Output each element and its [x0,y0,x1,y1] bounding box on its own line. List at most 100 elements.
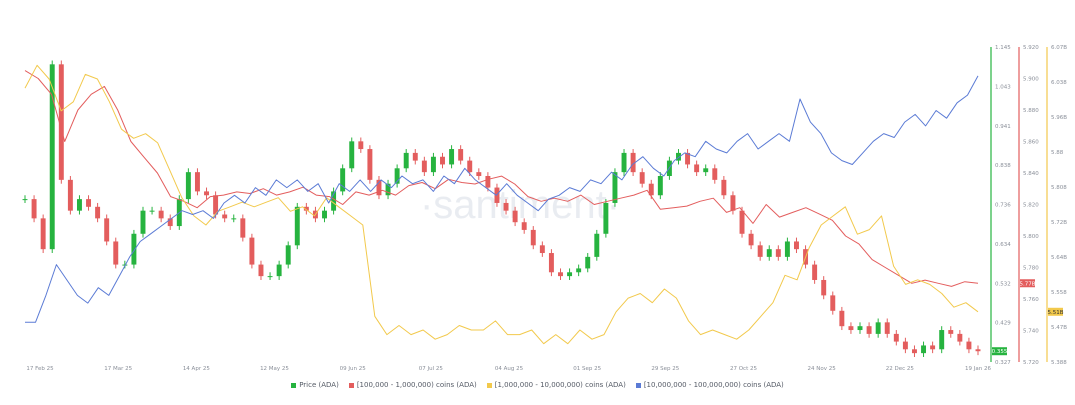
hundred_k-axis-tick: 5.760 [1023,297,1039,303]
price-candle [812,264,818,280]
price-candle [194,172,200,192]
chart: ·santiment· 0.327 0.429 0.532 0.634 0.736 0.8… [22,45,1067,372]
price-candle [902,341,908,350]
price-candle [794,241,799,250]
price-candle [58,64,64,180]
price-candle [349,141,355,169]
price-candle [757,245,763,257]
x-axis-tick: 17 Feb 25 [26,366,54,372]
watermark: ·santiment· [420,183,620,227]
price-candle [884,322,890,334]
price-candle [430,156,436,173]
price-candle [276,264,282,277]
one_m-axis-tick: 5.808 [1051,185,1067,191]
legend-item-ten_m[interactable]: [10,000,000 - 100,000,000) coins (ADA) [635,381,784,389]
x-axis-tick: 17 Mar 25 [104,366,132,372]
price-candle [394,168,400,184]
price-candle [385,183,391,196]
hundred_k-axis-tick: 5.920 [1023,45,1039,51]
price-axis-tick: 0.736 [995,203,1011,209]
price-candle [948,330,954,334]
hundred_k-axis-tick: 5.860 [1023,140,1039,146]
price-candle [22,199,28,201]
price-candle [40,218,46,250]
x-axis-tick: 24 Nov 25 [808,366,837,372]
price-axis-tick: 0.327 [995,360,1011,366]
one_m-axis-tick: 5.558 [1051,290,1067,296]
legend-swatch [348,382,354,388]
price-candle [558,272,563,277]
price-candle [185,172,191,200]
price-axis-tick: 0.634 [995,242,1011,248]
price-candle [567,272,573,277]
price-candle [322,210,327,219]
price-candle [140,210,146,234]
price-candle [939,330,945,350]
price-candle [621,152,627,173]
legend-item-hundred_k[interactable]: [100,000 - 1,000,000) coins (ADA) [348,381,477,389]
x-axis-tick: 12 May 25 [260,366,289,372]
price-candle [440,156,445,165]
price-candle [503,202,509,211]
price-candle [875,322,881,334]
x-axis-tick: 19 Jan 26 [965,366,991,372]
price-candle [848,326,854,331]
price-axis-tick: 1.043 [995,84,1011,90]
price-candle [249,237,255,265]
price-candle [213,195,219,215]
hundred_k-axis-tick: 5.780 [1023,266,1039,272]
hundred_k-axis-tick: 5.800 [1023,234,1039,240]
legend-swatch [486,382,492,388]
price-axis-tick: 0.941 [995,124,1011,130]
price-candle [95,206,101,219]
price-candle [403,152,409,169]
price-candle [158,210,164,219]
hundred_k-axis-tick: 5.720 [1023,360,1039,366]
price-candle [721,179,727,196]
price-candle [267,276,273,278]
price-candle [412,152,418,161]
price-candle [784,241,790,257]
price-candle [657,176,663,196]
one_m-axis-tick: 5.72B [1051,220,1067,226]
price-candle [921,345,927,354]
price-candle [131,233,137,265]
hundred_k-current-value: 5.77B [1019,281,1035,287]
x-axis-tick: 07 Jul 25 [419,366,444,372]
price-candle [340,168,346,192]
price-candle [703,168,709,173]
price-candle [630,152,636,173]
x-axis-tick: 14 Apr 25 [183,366,211,372]
price-candle [893,333,899,342]
price-candle [458,149,464,161]
price-candle [222,214,228,219]
price-candle [449,149,455,165]
price-candle [730,195,736,211]
one_m-current-value: 5.51B [1047,310,1063,316]
legend-swatch [291,382,297,388]
price-candle [766,249,772,257]
price-candle [975,349,981,352]
price-candle [67,179,73,211]
price-candle [585,256,591,269]
price-candle [930,345,936,350]
price-candle [612,172,618,203]
price-candle [476,172,482,177]
price-axis-tick: 0.838 [995,163,1011,169]
price-current-badge [992,347,1007,356]
price-candle [866,326,872,334]
legend-swatch [635,382,641,388]
price-candle [911,349,917,354]
axis-layer: 0.327 0.429 0.532 0.634 0.736 0.838 0.941 1.043… [26,45,1067,372]
price-candle [367,149,373,180]
price-candle [358,141,364,150]
price-candle [376,179,382,196]
legend-item-price[interactable]: Price (ADA) [291,381,339,389]
price-candle [739,210,745,234]
hundred_k-axis-tick: 5.740 [1023,329,1039,335]
x-axis-tick: 29 Sep 25 [651,366,679,372]
one_m-axis-tick: 5.88 [1051,150,1064,156]
price-candle [639,172,645,184]
price-candle [331,191,337,211]
legend-item-one_m[interactable]: [1,000,000 - 10,000,000) coins (ADA) [486,381,626,389]
